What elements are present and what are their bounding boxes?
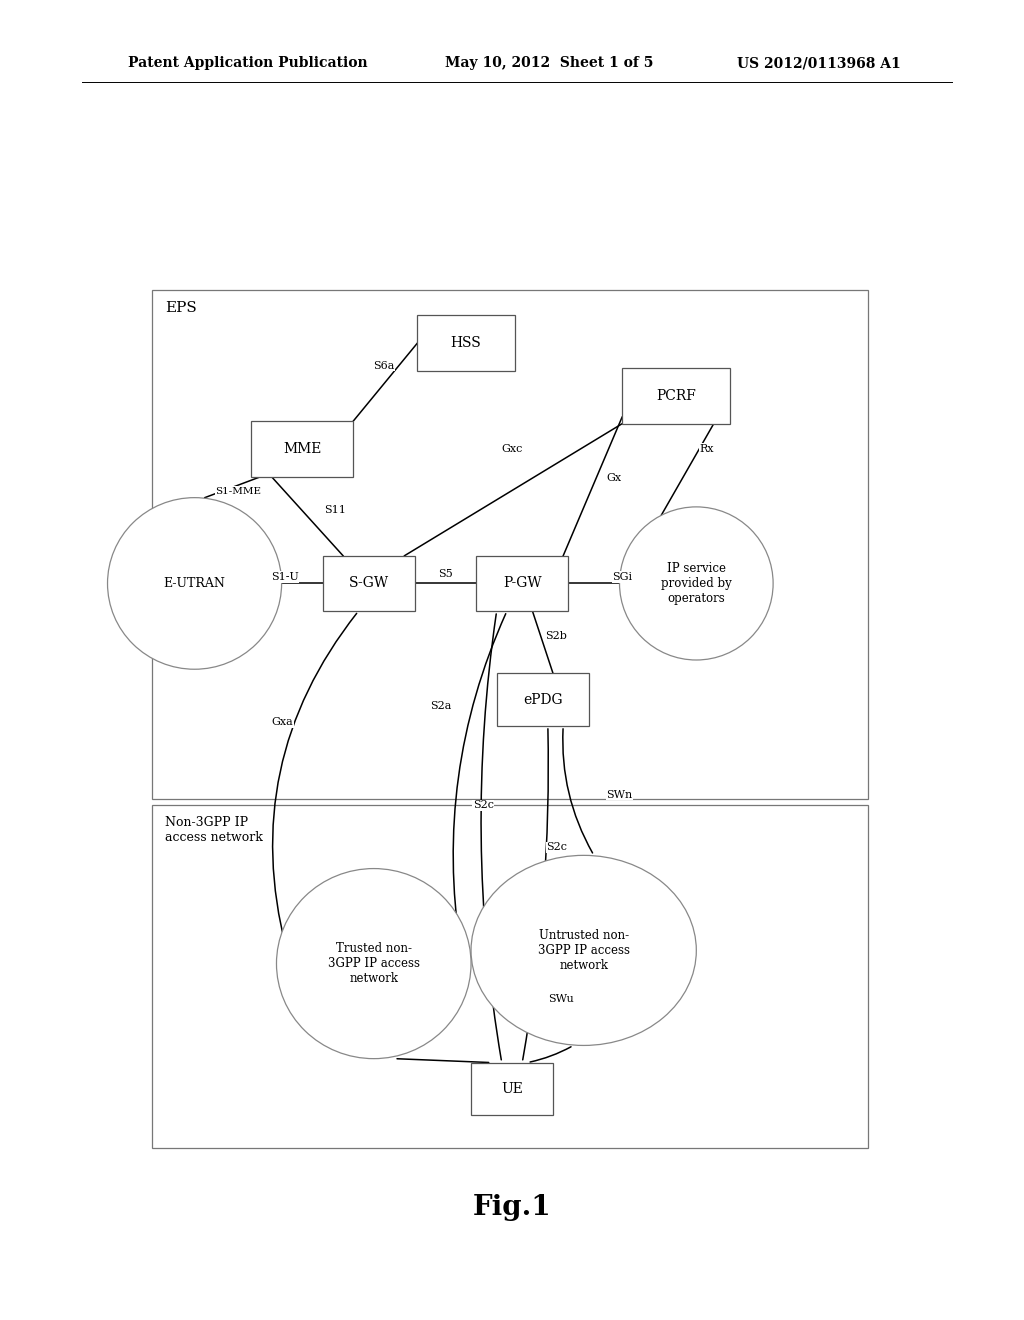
Text: S-GW: S-GW [348, 577, 389, 590]
Text: S2c: S2c [547, 842, 567, 853]
FancyBboxPatch shape [418, 315, 515, 371]
Text: Rx: Rx [699, 444, 714, 454]
Text: S2b: S2b [545, 631, 567, 642]
FancyBboxPatch shape [323, 556, 415, 611]
FancyBboxPatch shape [623, 368, 729, 424]
Text: S2c: S2c [473, 800, 494, 810]
Text: P-GW: P-GW [503, 577, 542, 590]
FancyBboxPatch shape [471, 1063, 553, 1115]
Bar [152, 805, 868, 1148]
Text: S5: S5 [438, 569, 453, 579]
Text: HSS: HSS [451, 337, 481, 350]
Text: EPS: EPS [165, 301, 197, 315]
Text: E-UTRAN: E-UTRAN [164, 577, 225, 590]
Text: S11: S11 [324, 504, 346, 515]
Text: May 10, 2012  Sheet 1 of 5: May 10, 2012 Sheet 1 of 5 [445, 57, 653, 70]
Text: ePDG: ePDG [523, 693, 562, 706]
Text: Gx: Gx [607, 473, 622, 483]
Text: S6a: S6a [374, 360, 394, 371]
Text: S1-MME: S1-MME [216, 487, 261, 495]
Text: Fig.1: Fig.1 [473, 1195, 551, 1221]
Ellipse shape [620, 507, 773, 660]
Text: Gxc: Gxc [502, 444, 522, 454]
Text: SGi: SGi [612, 572, 633, 582]
Ellipse shape [471, 855, 696, 1045]
FancyBboxPatch shape [476, 556, 568, 611]
Text: S2a: S2a [430, 701, 451, 711]
Text: SWu: SWu [548, 994, 574, 1005]
Text: S1-U: S1-U [270, 572, 299, 582]
Text: US 2012/0113968 A1: US 2012/0113968 A1 [737, 57, 901, 70]
Text: MME: MME [283, 442, 322, 455]
Ellipse shape [276, 869, 471, 1059]
FancyBboxPatch shape [251, 421, 353, 477]
Text: UE: UE [501, 1082, 523, 1096]
Text: SWn: SWn [606, 789, 633, 800]
Text: Gxa: Gxa [271, 717, 294, 727]
Text: PCRF: PCRF [656, 389, 695, 403]
Text: Trusted non-
3GPP IP access
network: Trusted non- 3GPP IP access network [328, 942, 420, 985]
Text: Patent Application Publication: Patent Application Publication [128, 57, 368, 70]
FancyBboxPatch shape [497, 673, 589, 726]
Ellipse shape [108, 498, 282, 669]
Text: Untrusted non-
3GPP IP access
network: Untrusted non- 3GPP IP access network [538, 929, 630, 972]
Text: IP service
provided by
operators: IP service provided by operators [660, 562, 732, 605]
Text: Non-3GPP IP
access network: Non-3GPP IP access network [165, 816, 263, 843]
Bar [152, 290, 868, 799]
